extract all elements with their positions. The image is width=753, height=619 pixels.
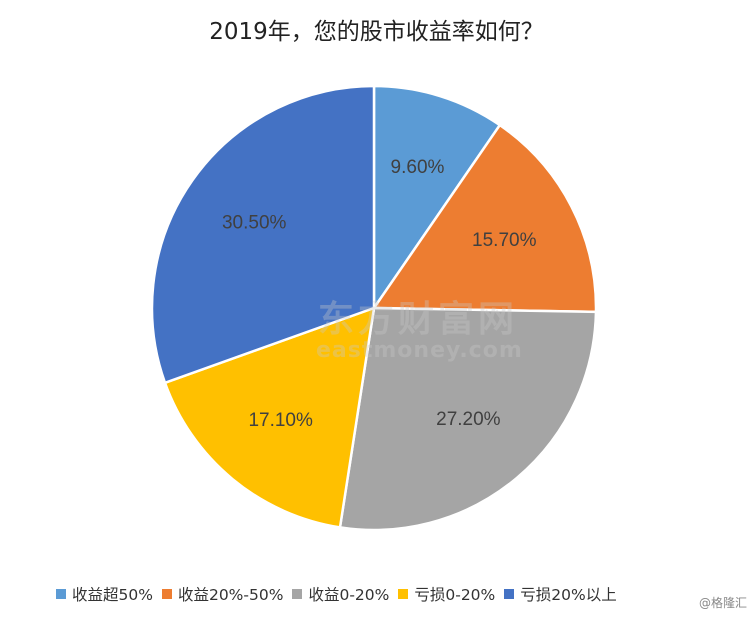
legend-swatch bbox=[161, 589, 172, 599]
legend-swatch bbox=[398, 589, 409, 599]
pie-slice-3 bbox=[338, 306, 598, 532]
legend-item-4: 亏损0-20% bbox=[398, 583, 495, 605]
chart-title: 2019年，您的股市收益率如何？ bbox=[209, 19, 544, 45]
legend-label: 收益20%-50% bbox=[177, 586, 284, 604]
legend-label: 亏损20%以上 bbox=[520, 586, 617, 604]
legend-label: 收益0-20% bbox=[308, 586, 390, 604]
legend-swatch bbox=[292, 589, 303, 599]
legend-label: 亏损0-20% bbox=[414, 586, 496, 604]
pie-slice-5 bbox=[150, 84, 376, 385]
data-label-5: 30.50% bbox=[222, 213, 287, 234]
legend-swatch bbox=[504, 589, 515, 599]
legend-item-2: 收益20%-50% bbox=[161, 583, 284, 605]
data-label-3: 27.20% bbox=[436, 409, 501, 430]
legend-swatch bbox=[56, 589, 66, 599]
data-label-2: 15.70% bbox=[472, 230, 537, 251]
data-label-1: 9.60% bbox=[391, 157, 445, 178]
pie-slice-4 bbox=[163, 306, 376, 529]
chart-legend: 收益超50% 收益20%-50% 收益0-20% 亏损0-20% 亏损20%以上 bbox=[56, 583, 626, 605]
legend-item-1: 收益超50% bbox=[56, 583, 153, 605]
legend-label: 收益超50% bbox=[72, 586, 153, 604]
data-label-4: 17.10% bbox=[248, 410, 313, 431]
legend-item-3: 收益0-20% bbox=[292, 583, 389, 605]
pie-slice-2 bbox=[371, 123, 598, 314]
legend-item-5: 亏损20%以上 bbox=[504, 583, 617, 605]
pie-slice-1 bbox=[372, 84, 502, 313]
source-credit: @格隆汇 bbox=[698, 596, 747, 610]
